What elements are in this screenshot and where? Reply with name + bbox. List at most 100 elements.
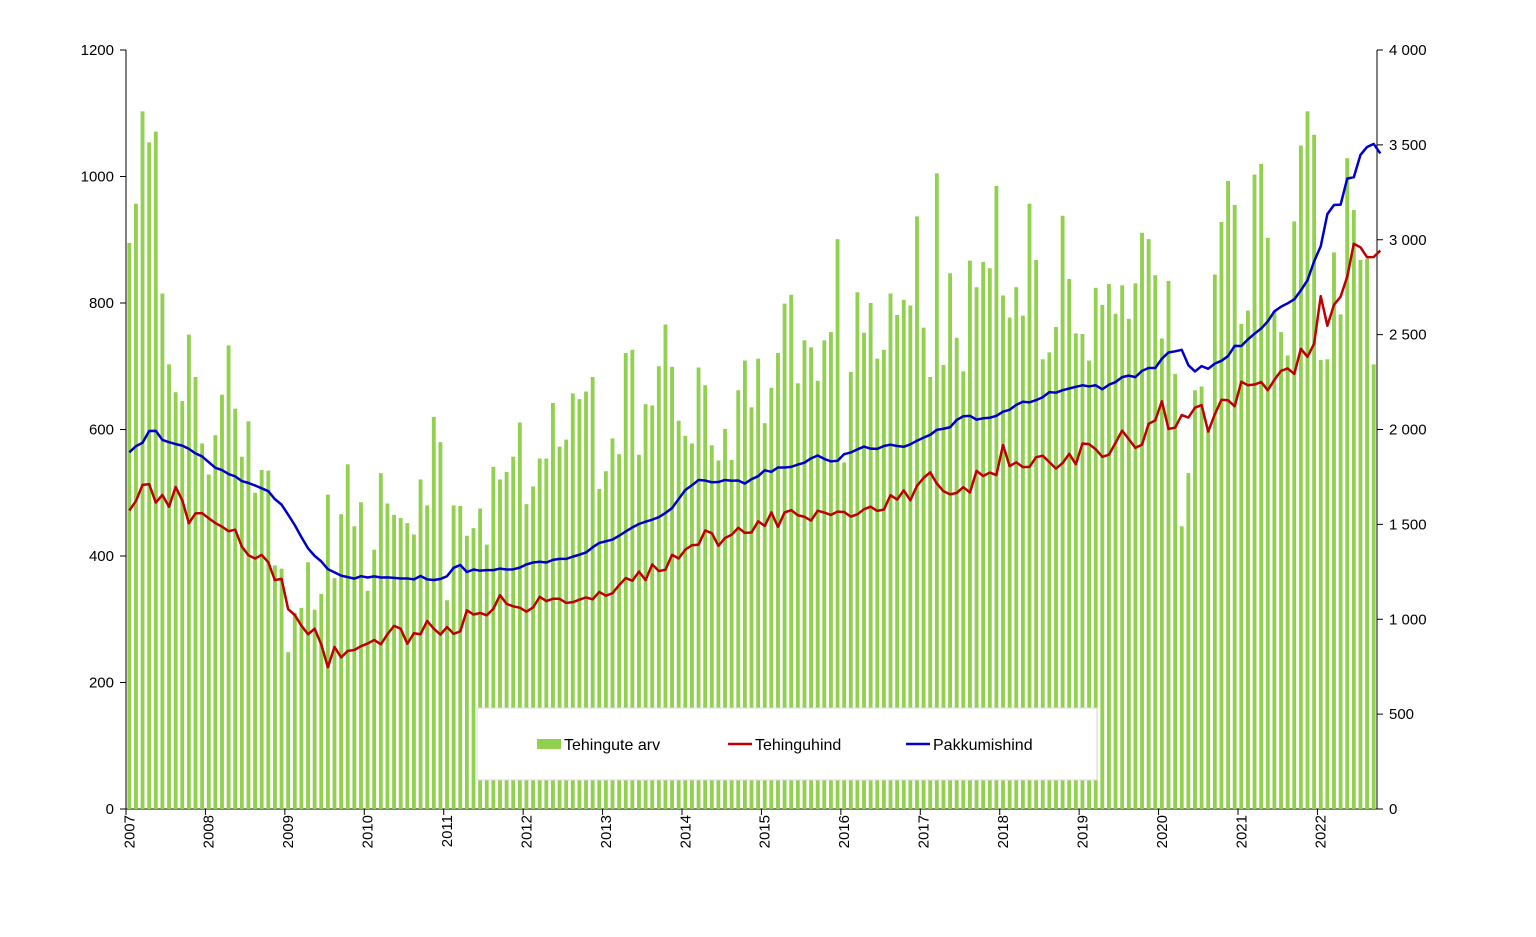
bar-tehingute-arv [968,260,972,809]
bar-tehingute-arv [531,486,535,809]
bar-tehingute-arv [789,294,794,809]
x-tick-label: 2021 [1233,815,1250,848]
bar-tehingute-arv [835,239,840,809]
bar-tehingute-arv [445,600,449,809]
bar-tehingute-arv [206,474,211,809]
left-tick-label: 600 [89,422,114,439]
x-tick-label: 2017 [916,815,933,848]
bar-tehingute-arv [127,242,132,809]
bar-tehingute-arv [1232,204,1237,809]
bar-tehingute-arv [597,488,602,809]
bar-tehingute-arv [829,332,833,809]
right-tick-label: 2 000 [1389,422,1427,439]
bar-tehingute-arv [862,332,866,809]
bar-tehingute-arv [173,392,178,809]
bar-tehingute-arv [339,514,344,809]
bar-tehingute-arv [140,111,145,810]
bar-tehingute-arv [259,469,264,809]
bar-tehingute-arv [1371,364,1376,809]
bar-tehingute-arv [147,142,152,810]
bar-tehingute-arv [1212,274,1217,809]
bar-tehingute-arv [974,287,979,809]
bar-tehingute-arv [888,293,893,809]
bar-tehingute-arv [292,612,297,809]
bar-tehingute-arv [1153,275,1158,809]
bar-tehingute-arv [1179,526,1184,809]
bar-tehingute-arv [795,383,800,809]
x-tick-label: 2016 [836,815,853,848]
x-tick-label: 2018 [995,815,1012,848]
bar-tehingute-arv [286,652,291,809]
bar-tehingute-arv [1265,237,1270,810]
x-tick-label: 2020 [1154,815,1171,848]
right-tick-label: 1 000 [1389,611,1427,628]
x-tick-label: 2014 [677,815,694,848]
bar-tehingute-arv [153,131,158,810]
bar-tehingute-arv [1040,359,1045,809]
bar-tehingute-arv [1246,310,1250,809]
bar-tehingute-arv [498,479,502,809]
right-tick-label: 0 [1389,801,1397,818]
line-pakkumishind [128,142,1382,582]
bar-tehingute-arv [577,399,582,809]
bar-tehingute-arv [683,435,688,809]
bar-tehingute-arv [425,505,430,809]
bar-tehingute-arv [471,528,476,809]
bar-tehingute-arv [451,505,456,809]
bar-tehingute-arv [352,526,357,809]
bar-tehingute-arv [226,345,231,809]
bar-tehingute-arv [908,305,913,809]
bar-tehingute-arv [815,380,820,809]
bar-tehingute-arv [994,185,999,810]
bar-tehingute-arv [603,471,608,809]
bar-tehingute-arv [299,607,304,809]
bar-tehingute-arv [868,303,873,809]
bar-tehingute-arv [670,366,674,809]
bar-tehingute-arv [895,315,900,809]
x-tick-label: 2013 [598,815,615,848]
bar-tehingute-arv [729,459,734,809]
bar-tehingute-arv [1034,259,1039,809]
bar-tehingute-arv [742,360,747,809]
bar-tehingute-arv [491,466,496,809]
bar-tehingute-arv [676,420,681,809]
legend-label: Tehinguhind [755,737,841,754]
x-tick-label: 2007 [121,815,138,848]
bar-tehingute-arv [723,428,727,809]
bar-tehingute-arv [1173,373,1178,809]
left-tick-label: 200 [89,675,114,692]
bar-tehingute-arv [1159,338,1164,809]
left-tick-label: 1000 [81,169,114,186]
bar-tehingute-arv [431,416,436,809]
bar-tehingute-arv [504,471,509,809]
bar-tehingute-arv [1292,221,1297,809]
bar-tehingute-arv [160,293,165,809]
bar-tehingute-arv [239,456,244,809]
bar-tehingute-arv [1252,174,1257,810]
bar-tehingute-arv [332,578,337,809]
bar-tehingute-arv [901,299,906,809]
bar-tehingute-arv [378,473,383,809]
bar-tehingute-arv [709,445,714,809]
bar-tehingute-arv [478,508,483,809]
bar-tehingute-arv [1146,239,1151,809]
bar-tehingute-arv [881,349,886,809]
bar-tehingute-arv [134,203,138,809]
bar-tehingute-arv [312,609,317,809]
left-tick-label: 1200 [81,42,114,59]
bar-tehingute-arv [167,364,171,809]
bar-tehingute-arv [372,549,377,809]
right-tick-label: 3 500 [1389,137,1427,154]
bar-tehingute-arv [1332,252,1336,809]
bar-tehingute-arv [220,394,224,809]
bar-tehingute-arv [650,405,655,809]
bar-tehingute-arv [279,568,284,809]
bar-tehingute-arv [1007,317,1012,809]
x-tick-label: 2011 [439,815,456,847]
bar-tehingute-arv [418,479,423,809]
bar-tehingute-arv [1358,259,1363,809]
bar-tehingute-arv [458,506,463,809]
bar-tehingute-arv [769,387,774,809]
